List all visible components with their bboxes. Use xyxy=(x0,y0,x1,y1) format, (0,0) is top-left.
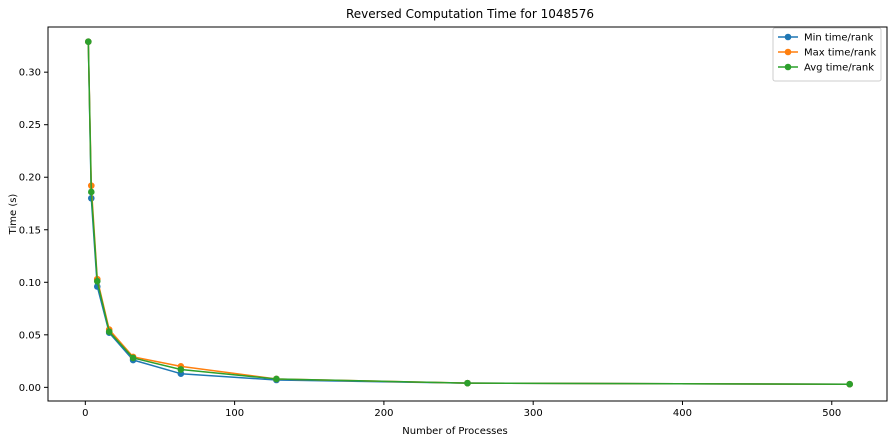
plot-area xyxy=(47,26,888,402)
x-axis-label: Number of Processes xyxy=(402,426,507,437)
legend-label: Avg time/rank xyxy=(804,63,874,74)
legend-marker xyxy=(784,33,792,41)
y-tick-label: 0.25 xyxy=(19,120,41,131)
legend: Min time/rank Max time/rank Avg time/rank xyxy=(772,27,882,82)
legend-marker xyxy=(784,48,792,56)
y-tick-label: 0.10 xyxy=(19,278,41,289)
legend-marker xyxy=(784,63,792,71)
legend-label: Min time/rank xyxy=(804,33,873,44)
y-axis: 0.00 0.05 0.10 0.15 0.20 0.25 0.30 xyxy=(19,68,48,394)
x-axis: 0 100 200 300 400 500 xyxy=(82,401,841,419)
data-point xyxy=(129,354,137,362)
y-tick-label: 0.30 xyxy=(19,68,41,79)
x-tick-label: 500 xyxy=(822,408,841,419)
data-point xyxy=(177,366,185,373)
x-tick-label: 100 xyxy=(225,408,244,419)
y-tick-label: 0.20 xyxy=(19,173,41,184)
y-tick-label: 0.00 xyxy=(19,383,41,394)
data-point xyxy=(93,277,101,285)
x-tick-label: 400 xyxy=(673,408,692,419)
legend-item: Max time/rank xyxy=(778,48,876,59)
y-tick-label: 0.15 xyxy=(19,225,41,236)
data-point xyxy=(87,188,95,196)
series-layer xyxy=(85,38,853,388)
data-point xyxy=(85,38,92,46)
data-point xyxy=(105,328,113,335)
legend-label: Max time/rank xyxy=(804,48,876,59)
series-3 xyxy=(85,38,853,388)
y-tick-label: 0.05 xyxy=(19,330,41,341)
plot-frame xyxy=(47,26,888,402)
x-tick-label: 300 xyxy=(524,408,543,419)
legend-item: Min time/rank xyxy=(778,33,873,44)
y-axis-label: Time (s) xyxy=(8,194,19,236)
x-tick-label: 200 xyxy=(374,408,393,419)
legend-item: Avg time/rank xyxy=(778,63,874,74)
data-point xyxy=(273,375,280,383)
data-point xyxy=(846,380,853,388)
chart-title: Reversed Computation Time for 1048576 xyxy=(346,7,594,21)
data-point xyxy=(464,379,471,387)
legend-box xyxy=(772,27,882,82)
x-tick-label: 0 xyxy=(82,408,88,419)
